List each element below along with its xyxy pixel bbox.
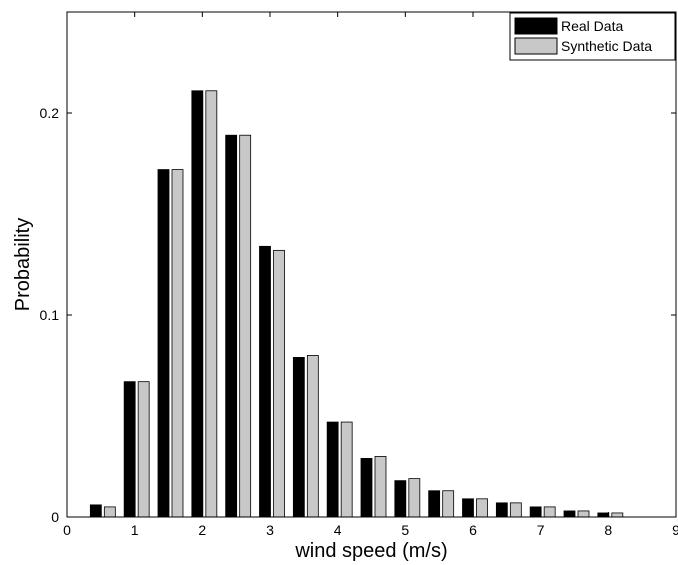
- bar-synthetic-data-6.5: [509, 502, 522, 518]
- ticks-layer: 0 1 2 3 4 5 6 7 8 9 0 0.1 0.2: [40, 12, 678, 538]
- legend-swatch-real-data: [514, 17, 558, 35]
- x-tick-label: 1: [131, 522, 139, 538]
- bar-real-data-0.5: [89, 504, 102, 518]
- legend: Real Data Synthetic Data: [509, 12, 676, 61]
- bar-real-data-7: [529, 506, 542, 518]
- bar-real-data-4.5: [360, 458, 373, 518]
- x-tick-label: 7: [537, 522, 545, 538]
- x-tick-label: 9: [672, 522, 678, 538]
- bar-synthetic-data-5.5: [442, 490, 455, 518]
- bar-real-data-8: [597, 512, 610, 518]
- x-tick-label: 2: [198, 522, 206, 538]
- y-tick-label: 0: [51, 509, 59, 525]
- bar-synthetic-data-2: [205, 90, 218, 518]
- bar-synthetic-data-3: [273, 249, 285, 518]
- bar-real-data-3: [259, 245, 271, 518]
- bar-synthetic-data-8: [611, 512, 624, 518]
- x-tick-label: 0: [63, 522, 71, 538]
- bars-layer: [89, 90, 624, 518]
- bar-synthetic-data-4: [340, 421, 353, 518]
- y-axis-label: Probability: [12, 218, 34, 311]
- bar-real-data-1.5: [157, 169, 170, 518]
- bar-synthetic-data-0.5: [103, 506, 116, 518]
- x-tick-label: 6: [469, 522, 477, 538]
- bar-real-data-2.5: [225, 134, 238, 518]
- x-tick-label: 3: [266, 522, 274, 538]
- legend-label-real-data: Real Data: [561, 18, 623, 34]
- bar-real-data-1: [123, 381, 136, 518]
- bar-real-data-5.5: [428, 490, 441, 518]
- bar-synthetic-data-2.5: [239, 134, 252, 518]
- x-tick-label: 4: [334, 522, 342, 538]
- legend-swatch-synthetic-data: [514, 37, 558, 55]
- bar-real-data-5: [394, 480, 407, 518]
- bar-synthetic-data-6: [476, 498, 488, 518]
- bar-synthetic-data-7: [543, 506, 556, 518]
- x-axis-label: wind speed (m/s): [294, 540, 447, 562]
- axes-layer: [66, 11, 677, 518]
- bar-synthetic-data-1: [137, 381, 150, 518]
- y-tick-label: 0.2: [40, 105, 60, 121]
- x-tick-label: 8: [604, 522, 612, 538]
- bar-real-data-6.5: [495, 502, 508, 518]
- bar-synthetic-data-1.5: [171, 169, 184, 518]
- plot-frame: [66, 11, 677, 518]
- bar-synthetic-data-5: [408, 478, 421, 518]
- bar-synthetic-data-3.5: [306, 354, 319, 518]
- bar-real-data-4: [326, 421, 339, 518]
- bar-synthetic-data-4.5: [374, 455, 387, 518]
- bar-real-data-2: [191, 90, 204, 518]
- bar-real-data-3.5: [292, 357, 305, 518]
- bar-real-data-7.5: [563, 510, 576, 518]
- bar-real-data-6: [462, 498, 474, 518]
- x-tick-label: 5: [401, 522, 409, 538]
- bar-synthetic-data-7.5: [577, 510, 590, 518]
- y-tick-label: 0.1: [40, 307, 60, 323]
- legend-label-synthetic-data: Synthetic Data: [561, 38, 652, 54]
